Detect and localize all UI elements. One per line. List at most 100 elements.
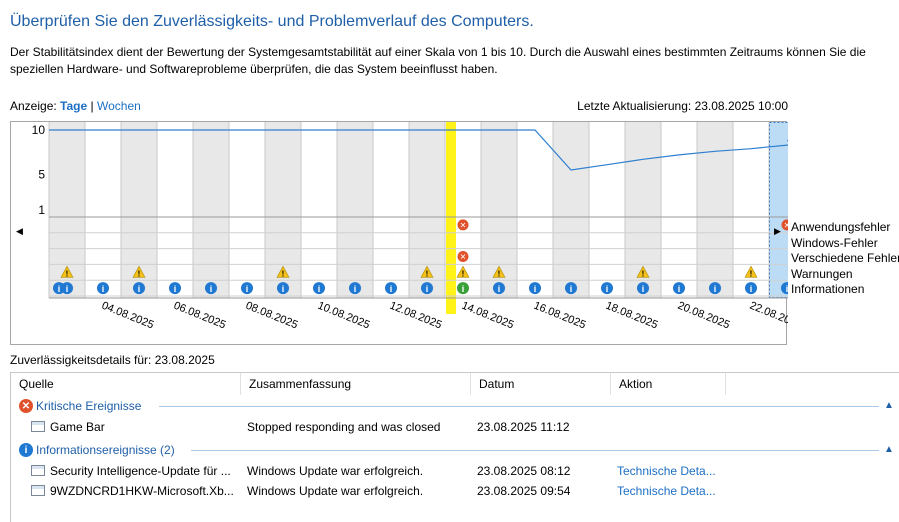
scroll-left-icon[interactable]: ◀ xyxy=(16,226,23,236)
info-icon-glyph: i xyxy=(462,284,465,294)
view-days-link[interactable]: Tage xyxy=(60,99,88,113)
warning-icon xyxy=(636,265,650,278)
info-icon xyxy=(97,282,109,295)
info-icon xyxy=(241,282,253,295)
warning-icon-glyph: ! xyxy=(498,269,501,278)
info-icon-glyph: i xyxy=(642,284,645,294)
info-icon xyxy=(133,282,145,295)
group-info-label: Informationsereignisse (2) xyxy=(36,443,175,457)
collapse-info-icon[interactable]: ▲ xyxy=(884,444,894,455)
last-update: Letzte Aktualisierung: 23.08.2025 10:00 xyxy=(577,99,788,113)
x-date-label: 20.08.2025 xyxy=(676,300,732,332)
day-column xyxy=(589,122,625,298)
info-icon-glyph: i xyxy=(102,284,105,294)
row-label-info: Informationen xyxy=(791,282,865,296)
warning-icon-glyph: ! xyxy=(426,269,429,278)
info-icon-glyph: i xyxy=(786,284,788,294)
warning-icon xyxy=(60,265,74,278)
scroll-right-icon[interactable]: ▶ xyxy=(774,226,781,236)
view-weeks-link[interactable]: Wochen xyxy=(96,99,141,113)
info-icon xyxy=(673,282,685,295)
warning-icon xyxy=(456,265,470,278)
row-action-link[interactable]: Technische Deta... xyxy=(617,464,716,478)
error-icon-glyph: ✕ xyxy=(784,221,788,230)
column-action[interactable]: Aktion xyxy=(611,373,726,395)
row-date: 23.08.2025 09:54 xyxy=(477,484,571,498)
info-icon-glyph: i xyxy=(58,284,61,294)
info-icon xyxy=(709,282,721,295)
info-icon-glyph: i xyxy=(606,284,609,294)
info-icon xyxy=(745,282,757,295)
info-icon xyxy=(349,282,361,295)
day-column xyxy=(193,122,229,298)
x-date-label: 04.08.2025 xyxy=(100,300,156,332)
group-info-events[interactable]: i Informationsereignisse (2) xyxy=(19,441,175,459)
info-icon-glyph: i xyxy=(138,284,141,294)
warning-icon xyxy=(744,265,758,278)
x-date-label: 12.08.2025 xyxy=(388,300,444,332)
sort-indicator-icon: ^ xyxy=(537,372,542,378)
warning-icon xyxy=(420,265,434,278)
view-label: Anzeige: xyxy=(10,99,57,113)
info-icon-glyph: i xyxy=(390,284,393,294)
day-column xyxy=(553,122,589,298)
info-icon xyxy=(565,282,577,295)
table-row[interactable]: Security Intelligence-Update für ... Win… xyxy=(11,461,899,481)
day-column xyxy=(373,122,409,298)
row-action-link[interactable] xyxy=(617,417,727,437)
day-column xyxy=(157,122,193,298)
row-label-app-errors: Anwendungsfehler xyxy=(791,220,891,234)
row-label-misc-errors: Verschiedene Fehler xyxy=(791,251,899,265)
row-label-windows-errors: Windows-Fehler xyxy=(791,235,878,250)
group-critical-events[interactable]: ✕ Kritische Ereignisse xyxy=(19,397,141,415)
row-source: Game Bar xyxy=(50,420,105,434)
info-icon: i xyxy=(19,443,33,457)
x-date-label: 06.08.2025 xyxy=(172,300,228,332)
reliability-chart[interactable]: 10 5 1 ✕ ✕ ✕!!!!!!!! i i i i i i i i i i i i i i i i i i i i i i 04.… xyxy=(10,121,788,345)
x-date-label: 22.08.2025 xyxy=(748,300,788,332)
info-icon-glyph: i xyxy=(534,284,537,294)
group-divider xyxy=(191,450,879,451)
error-icon xyxy=(457,219,469,231)
day-column xyxy=(337,122,373,298)
table-header: Quelle Zusammenfassung Datum Aktion ^ xyxy=(11,373,899,395)
day-column xyxy=(301,122,337,298)
info-icon xyxy=(637,282,649,295)
x-date-label: 08.08.2025 xyxy=(244,300,300,332)
warning-icon-glyph: ! xyxy=(66,269,69,278)
warning-icon xyxy=(276,265,290,278)
info-icon-glyph: i xyxy=(354,284,357,294)
stability-index-line xyxy=(49,129,788,171)
warning-icon-glyph: ! xyxy=(138,269,141,278)
warning-icon-glyph: ! xyxy=(750,269,753,278)
error-icon-glyph: ✕ xyxy=(460,221,467,230)
column-summary[interactable]: Zusammenfassung xyxy=(241,373,471,395)
critical-error-icon: ✕ xyxy=(19,399,33,413)
info-icon-glyph: i xyxy=(174,284,177,294)
info-icon-glyph: i xyxy=(714,284,717,294)
row-action-link[interactable]: Technische Deta... xyxy=(617,484,716,498)
x-date-label: 18.08.2025 xyxy=(604,300,660,332)
info-icon xyxy=(601,282,613,295)
row-date: 23.08.2025 08:12 xyxy=(477,464,571,478)
window-app-icon xyxy=(31,421,45,432)
column-date[interactable]: Datum xyxy=(471,373,611,395)
info-icon xyxy=(169,282,181,295)
selected-day-outline xyxy=(769,122,788,298)
day-column xyxy=(517,122,553,298)
x-date-label: 14.08.2025 xyxy=(460,300,516,332)
window-app-icon xyxy=(31,465,45,476)
warning-icon xyxy=(132,265,146,278)
x-date-label: 16.08.2025 xyxy=(532,300,588,332)
collapse-critical-icon[interactable]: ▲ xyxy=(884,400,894,411)
column-source[interactable]: Quelle xyxy=(11,373,241,395)
row-source: Security Intelligence-Update für ... xyxy=(50,464,231,478)
table-row[interactable]: Game Bar Stopped responding and was clos… xyxy=(11,417,899,437)
info-icon xyxy=(277,282,289,295)
highlight-marker xyxy=(446,122,456,314)
day-column xyxy=(697,122,733,298)
info-icon-glyph: i xyxy=(66,284,69,294)
table-row[interactable]: 9WZDNCRD1HKW-Microsoft.Xb... Windows Upd… xyxy=(11,481,899,501)
success-info-icon xyxy=(457,282,469,295)
